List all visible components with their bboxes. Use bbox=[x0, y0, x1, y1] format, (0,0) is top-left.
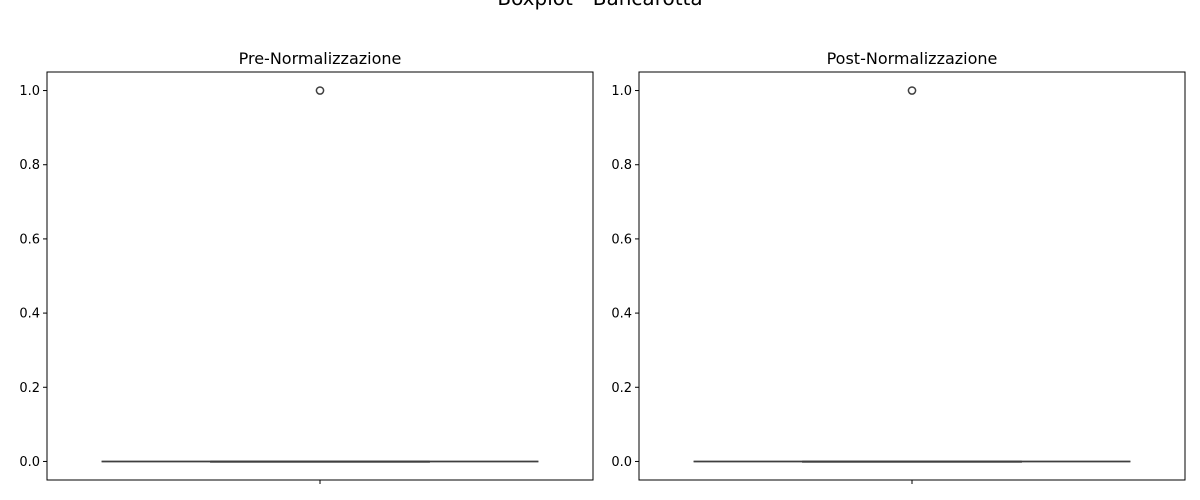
y-tick-label-pre: 0.0 bbox=[19, 455, 40, 470]
y-tick-label-pre: 0.2 bbox=[19, 381, 40, 396]
y-tick-label-post: 0.8 bbox=[611, 158, 632, 173]
y-tick-label-post: 0.4 bbox=[611, 307, 632, 322]
y-tick-label-pre: 0.8 bbox=[19, 158, 40, 173]
y-tick-label-pre: 1.0 bbox=[19, 84, 40, 99]
y-tick-label-post: 0.0 bbox=[611, 455, 632, 470]
outlier-point-post bbox=[908, 87, 915, 94]
plot-frame-pre bbox=[47, 72, 593, 480]
subplot-title-pre: Pre-Normalizzazione bbox=[239, 49, 402, 68]
plot-frame-post bbox=[639, 72, 1185, 480]
y-tick-label-post: 1.0 bbox=[611, 84, 632, 99]
subplot-post-normalizzazione: Post-Normalizzazione 0.0 0.2 0.4 0.6 0.8 1.0 bbox=[611, 49, 1185, 484]
y-tick-label-pre: 0.6 bbox=[19, 232, 40, 247]
subplot-title-post: Post-Normalizzazione bbox=[827, 49, 998, 68]
figure-suptitle: Boxplot - Bancarotta bbox=[497, 0, 702, 10]
y-tick-label-post: 0.2 bbox=[611, 381, 632, 396]
y-tick-label-post: 0.6 bbox=[611, 232, 632, 247]
subplot-pre-normalizzazione: Pre-Normalizzazione 0.0 0.2 0.4 0.6 0.8 1.0 bbox=[19, 49, 593, 484]
outlier-point-pre bbox=[316, 87, 323, 94]
y-tick-label-pre: 0.4 bbox=[19, 307, 40, 322]
